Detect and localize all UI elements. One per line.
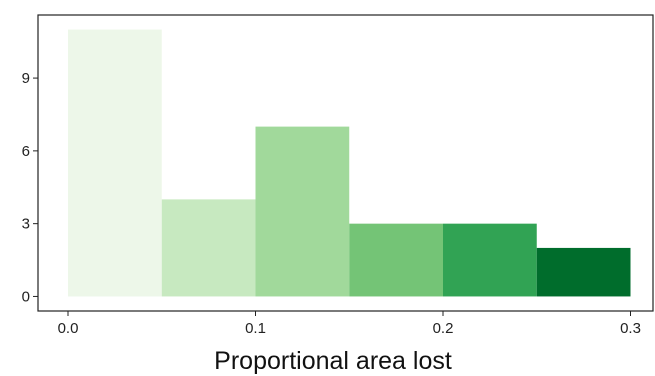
x-axis-title: Proportional area lost xyxy=(214,347,452,375)
y-tick-label: 0 xyxy=(22,288,30,305)
bars-group xyxy=(68,29,631,297)
x-tick-label: 0.0 xyxy=(58,320,79,337)
y-tick-label: 3 xyxy=(22,216,30,233)
x-tick-label: 0.3 xyxy=(620,320,641,337)
histogram-bar-4 xyxy=(349,223,443,297)
histogram-bar-3 xyxy=(255,126,350,297)
histogram-bar-1 xyxy=(68,29,162,297)
x-tick-label: 0.1 xyxy=(245,320,266,337)
plot-panel-border xyxy=(37,14,654,312)
histogram-bar-6 xyxy=(536,247,631,297)
y-tick-label: 9 xyxy=(22,70,30,87)
y-tick-label: 6 xyxy=(22,143,30,160)
x-tick-label: 0.2 xyxy=(433,320,454,337)
histogram-bar-5 xyxy=(443,223,537,297)
histogram-bar-2 xyxy=(161,199,256,297)
y-axis: 0 3 6 9 xyxy=(22,70,38,305)
x-axis: 0.0 0.1 0.2 0.3 xyxy=(58,311,641,337)
